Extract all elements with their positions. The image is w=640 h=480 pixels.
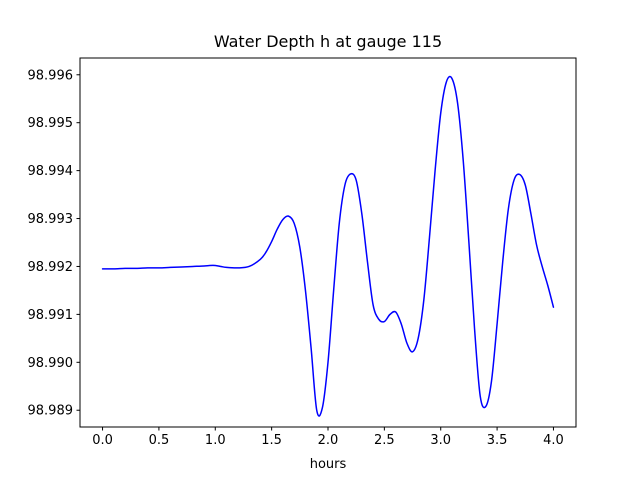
x-tick-label: 1.5: [261, 433, 282, 448]
x-tick-label: 1.0: [205, 433, 226, 448]
x-tick-label: 3.0: [430, 433, 451, 448]
y-tick-label: 98.996: [28, 68, 74, 83]
x-tick-label: 3.5: [487, 433, 508, 448]
x-tick-label: 4.0: [543, 433, 564, 448]
x-axis-label: hours: [309, 457, 347, 472]
x-tick-label: 0.0: [92, 433, 113, 448]
y-tick-label: 98.993: [28, 212, 74, 227]
y-tick-label: 98.992: [28, 260, 74, 275]
data-line: [101, 75, 555, 417]
x-tick-label: 2.0: [318, 433, 339, 448]
x-tick-label: 2.5: [374, 433, 395, 448]
x-tick-label: 0.5: [149, 433, 170, 448]
y-tick-label: 98.995: [28, 116, 74, 131]
axes-frame: [79, 57, 577, 428]
y-tick-label: 98.994: [28, 164, 74, 179]
chart-title: Water Depth h at gauge 115: [213, 32, 443, 51]
y-tick-label: 98.989: [28, 404, 74, 419]
y-tick-label: 98.990: [28, 356, 74, 371]
y-tick-label: 98.991: [28, 308, 74, 323]
